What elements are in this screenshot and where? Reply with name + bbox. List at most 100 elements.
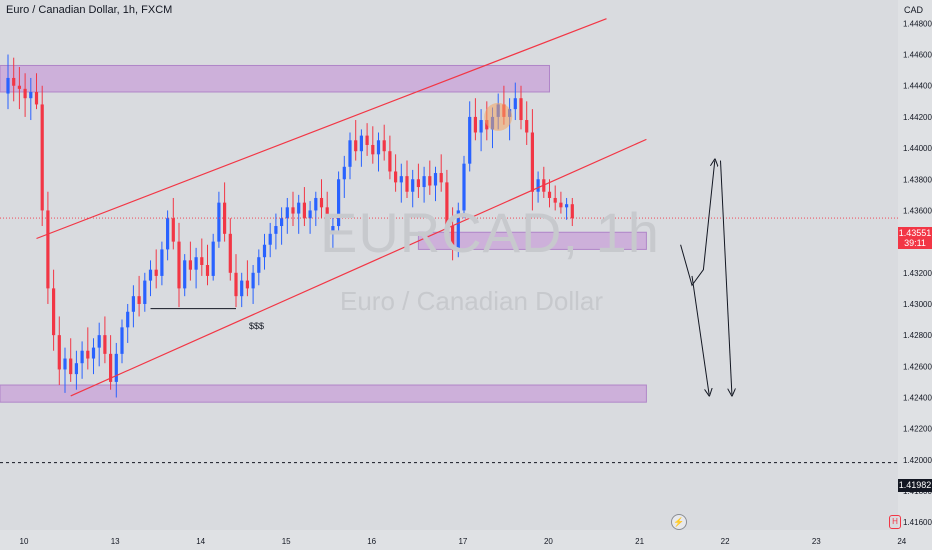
candle-body [388, 151, 392, 172]
price-tick-label: 1.43800 [903, 175, 932, 184]
candle-body [274, 226, 278, 234]
candle-body [234, 272, 238, 297]
time-tick-label: 20 [544, 537, 553, 546]
liquidity-label: $$$ [249, 321, 265, 331]
projection-arrow [691, 275, 709, 394]
time-tick-label: 10 [20, 537, 29, 546]
price-tick-label: 1.44800 [903, 19, 932, 28]
price-tick-label: 1.44400 [903, 82, 932, 91]
candle-body [109, 353, 113, 382]
candle-body [462, 163, 466, 211]
supply-demand-zones [0, 64, 647, 403]
candle-body [211, 241, 215, 276]
candle-body [137, 296, 141, 304]
candle-body [80, 350, 84, 364]
candle-body [268, 233, 272, 245]
candle-body [428, 176, 432, 186]
candle-body [17, 85, 21, 89]
candle-body [456, 210, 460, 250]
candle-body [86, 350, 90, 359]
candle-body [188, 260, 192, 270]
candle-body [376, 140, 381, 155]
candle-body [46, 210, 50, 289]
time-tick-label: 21 [635, 537, 644, 546]
chart-title: Euro / Canadian Dollar, 1h, FXCM [6, 4, 173, 16]
candle-body [319, 197, 324, 208]
candle-body [365, 135, 369, 145]
candle-body [445, 182, 449, 227]
candle-body [103, 335, 107, 354]
candle-body [34, 91, 39, 105]
candle-body [194, 257, 198, 270]
candle-body [205, 265, 210, 276]
candle-body [348, 140, 352, 167]
candle-body [553, 197, 557, 203]
calendar-icon[interactable]: H [889, 515, 901, 529]
candle-body [280, 218, 284, 227]
candle-body [57, 335, 61, 370]
candle-body [565, 204, 569, 208]
candle-body [416, 179, 420, 188]
candle-countdown: 39:11 [904, 238, 926, 248]
candle-body [171, 218, 175, 242]
candle-body [228, 233, 232, 273]
price-tick-label: 1.41600 [903, 518, 932, 527]
candle-body [405, 176, 409, 192]
candle-body [120, 327, 124, 354]
candle-body [240, 280, 244, 297]
price-tick-label: 1.42200 [903, 425, 932, 434]
lightning-icon[interactable]: ⚡ [671, 514, 687, 530]
candle-body [23, 88, 27, 99]
candle-body [114, 353, 118, 382]
highlight-circle [484, 102, 513, 131]
time-axis-panel [0, 530, 932, 550]
candle-body [325, 207, 329, 234]
price-tick-label: 1.43000 [903, 300, 932, 309]
zone-rect [0, 384, 647, 403]
time-tick-label: 24 [897, 537, 906, 546]
candle-body [143, 280, 147, 304]
candle-body [337, 179, 341, 227]
watermark-name: Euro / Canadian Dollar [340, 286, 604, 316]
candle-body [451, 226, 455, 250]
candle-body [285, 207, 289, 219]
zone-rect [0, 64, 550, 93]
candle-body [91, 347, 96, 359]
candle-body [245, 280, 249, 289]
time-axis: 10131415161720212223242728 [20, 537, 907, 546]
price-tick-label: 1.44600 [903, 51, 932, 60]
drawings [0, 18, 898, 464]
price-tick-label: 1.42400 [903, 394, 932, 403]
channel-lower-line [70, 138, 647, 397]
candle-body [97, 335, 101, 348]
time-tick-label: 15 [282, 537, 291, 546]
watermark-symbol: EURCAD, 1h [320, 201, 660, 264]
candle-body [473, 116, 477, 133]
candle-body [74, 363, 78, 375]
candle-body [382, 140, 386, 152]
candle-body [291, 207, 295, 214]
candle-body [331, 226, 335, 234]
last-price-tag: 1.43551 39:11 [898, 227, 932, 249]
candle-body [536, 179, 540, 192]
candle-body [154, 269, 158, 276]
price-tick-label: 1.42000 [903, 456, 932, 465]
candle-body [394, 171, 398, 183]
candle-body [148, 269, 153, 281]
candle-body [12, 77, 16, 86]
projection-arrow [680, 161, 715, 287]
candle-body [354, 140, 358, 152]
candle-body [439, 173, 443, 183]
candle-body [559, 202, 563, 208]
candle-body [547, 191, 552, 198]
candle-body [411, 179, 415, 192]
candle-body [217, 202, 221, 242]
time-tick-label: 22 [721, 537, 730, 546]
time-tick-label: 16 [367, 537, 376, 546]
candle-body [525, 120, 529, 133]
candle-body [468, 116, 472, 164]
candle-body [69, 358, 73, 375]
candle-body [200, 257, 204, 265]
